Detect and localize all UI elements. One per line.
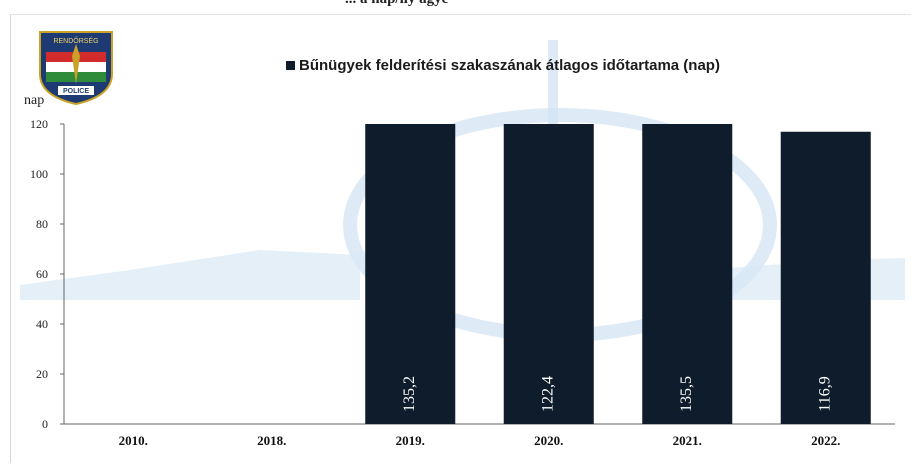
y-tick-label: 80: [36, 217, 48, 231]
building-watermark: [20, 40, 905, 342]
y-tick-label: 120: [30, 117, 48, 131]
x-tick-label: 2021.: [673, 433, 702, 448]
x-tick-label: 2010.: [119, 433, 148, 448]
bar-value-label: 122,4: [539, 376, 556, 412]
bar-value-label: 135,2: [401, 376, 418, 412]
y-tick-label: 20: [36, 367, 48, 381]
x-tick-label: 2022.: [811, 433, 840, 448]
y-axis-ticks: 0 20 40 60 80 100 120: [30, 117, 64, 431]
y-tick-label: 0: [42, 417, 48, 431]
bar-2020: [503, 124, 594, 424]
y-tick-label: 100: [30, 167, 48, 181]
y-axis-label: nap: [24, 93, 45, 108]
x-axis-labels: 2010. 2018. 2019. 2020. 2021. 2022.: [119, 433, 841, 448]
bar-2021: [642, 124, 733, 424]
bar-2019: [365, 124, 456, 424]
bar-value-label: 135,5: [678, 376, 695, 412]
bars: [365, 124, 871, 424]
x-tick-label: 2020.: [534, 433, 563, 448]
police-shield-icon: RENDŐRSÉG POLICE: [39, 31, 113, 106]
chart-title: Bűnügyek felderítési szakaszának átlagos…: [299, 57, 720, 74]
cropped-header-label: ... a nap/ily ágyé: [345, 0, 448, 8]
y-tick-label: 40: [36, 317, 48, 331]
legend-swatch: [286, 61, 295, 70]
legend: Bűnügyek felderítési szakaszának átlagos…: [286, 57, 720, 74]
cropped-header-text: ... a nap/ily ágyé: [0, 0, 915, 10]
y-tick-label: 60: [36, 267, 48, 281]
chart-frame: [10, 14, 911, 463]
logo-top-text: RENDŐRSÉG: [53, 36, 98, 45]
bar-2022: [780, 131, 871, 424]
x-tick-label: 2018.: [257, 433, 286, 448]
logo-bottom-text: POLICE: [63, 88, 89, 95]
value-labels: 135,2 122,4 135,5 116,9: [401, 376, 834, 412]
bar-value-label: 116,9: [816, 376, 833, 411]
x-tick-label: 2019.: [396, 433, 425, 448]
police-logo: RENDŐRSÉG POLICE: [34, 26, 118, 106]
